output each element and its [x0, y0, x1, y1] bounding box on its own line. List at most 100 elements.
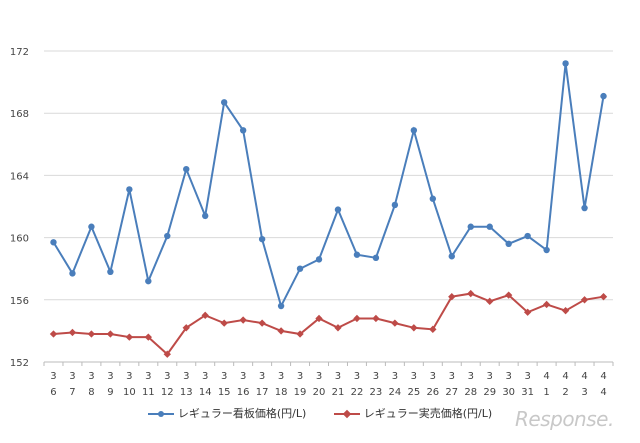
x-tick-label-month: 3	[69, 371, 75, 382]
data-point	[50, 239, 57, 246]
x-tick-label-month: 4	[562, 371, 568, 382]
data-point	[429, 195, 437, 202]
x-tick-label-month: 4	[581, 371, 587, 382]
x-tick-label-month: 3	[50, 371, 56, 382]
x-tick-label-month: 3	[88, 371, 94, 382]
data-point	[277, 302, 285, 310]
x-tick-label-month: 3	[411, 371, 417, 382]
data-point	[524, 232, 531, 240]
y-tick-label: 156	[10, 296, 29, 307]
legend-label-actual: レギュラー実売価格(円/L)	[363, 407, 493, 420]
x-tick-label-month: 4	[543, 371, 549, 382]
data-point	[126, 186, 133, 193]
data-point	[429, 325, 437, 334]
x-tick-label-month: 3	[468, 371, 474, 382]
data-point	[391, 319, 399, 327]
data-point	[353, 314, 361, 323]
data-point	[543, 246, 550, 254]
x-tick-label-month: 3	[392, 371, 398, 382]
y-axis: 152 156 160 164 168 172	[10, 47, 29, 369]
data-point	[486, 223, 493, 230]
data-point	[391, 201, 399, 209]
x-tick-label-month: 3	[202, 371, 208, 382]
data-point	[315, 256, 323, 263]
y-tick-label: 172	[10, 47, 29, 58]
y-tick-label: 168	[10, 109, 29, 120]
x-tick-label-month: 3	[449, 371, 455, 382]
series-group	[49, 60, 608, 358]
x-tick-label-month: 3	[221, 371, 227, 382]
series-line-actual	[53, 292, 604, 356]
data-point	[88, 223, 95, 230]
x-tick-label-month: 3	[487, 371, 493, 382]
data-point	[523, 308, 532, 316]
legend-swatch-red	[333, 409, 360, 419]
data-point	[145, 277, 152, 285]
response-logo: Response.	[515, 407, 614, 431]
x-tick-label-month: 3	[107, 371, 113, 382]
data-point	[239, 127, 247, 134]
x-tick-label-day: 22	[351, 387, 364, 398]
x-tick-label-month: 3	[505, 371, 511, 382]
data-point	[448, 293, 456, 301]
data-point	[107, 268, 114, 276]
series-line-signboard	[52, 63, 605, 309]
data-point	[182, 324, 190, 332]
x-tick-label-day: 30	[502, 387, 515, 398]
x-tick-label-month: 3	[240, 371, 246, 382]
data-point	[144, 333, 152, 341]
data-point	[69, 270, 76, 277]
x-tick-label-month: 3	[316, 371, 322, 382]
data-point	[296, 330, 304, 338]
x-axis: 3637383931031131231331431531631731831932…	[43, 362, 614, 398]
x-tick-label-day: 18	[275, 387, 288, 398]
x-tick-label-day: 3	[581, 387, 587, 398]
x-tick-label-day: 21	[332, 387, 345, 398]
legend-swatch-blue	[147, 411, 174, 417]
x-tick-label-day: 25	[407, 387, 420, 398]
x-tick-label-month: 3	[145, 371, 151, 382]
data-point	[372, 314, 380, 323]
x-tick-label-day: 14	[199, 387, 212, 398]
y-tick-label: 160	[10, 234, 29, 245]
data-point	[410, 127, 418, 134]
data-point	[505, 240, 512, 248]
x-tick-label-day: 23	[370, 387, 383, 398]
x-tick-label-day: 17	[256, 387, 269, 398]
x-tick-label-day: 29	[483, 387, 496, 398]
x-tick-label-day: 19	[294, 387, 307, 398]
x-tick-label-month: 3	[373, 371, 379, 382]
x-tick-label-day: 7	[69, 387, 75, 398]
x-tick-label-day: 20	[313, 387, 326, 398]
data-point	[258, 319, 266, 327]
data-point	[410, 324, 418, 332]
data-point	[561, 307, 570, 315]
x-tick-label-month: 3	[126, 371, 132, 382]
data-point	[581, 204, 588, 212]
data-point	[183, 165, 190, 173]
x-tick-label-month: 3	[259, 371, 265, 382]
x-tick-label-month: 3	[354, 371, 360, 382]
y-tick-label: 152	[10, 358, 29, 369]
x-tick-label-day: 31	[521, 387, 534, 398]
data-point	[372, 254, 380, 262]
data-point	[505, 291, 513, 299]
y-tick-label: 164	[10, 171, 29, 182]
x-tick-label-day: 24	[389, 387, 402, 398]
data-point	[125, 333, 134, 341]
data-point	[486, 297, 494, 306]
x-tick-label-month: 3	[335, 371, 341, 382]
data-point	[163, 350, 171, 358]
x-tick-label-day: 27	[445, 387, 458, 398]
data-point	[542, 300, 551, 309]
data-point	[334, 324, 342, 332]
x-tick-label-month: 3	[278, 371, 284, 382]
data-point	[599, 293, 608, 301]
x-tick-label-day: 16	[237, 387, 250, 398]
x-tick-label-month: 3	[297, 371, 303, 382]
x-tick-label-day: 10	[123, 387, 136, 398]
legend: レギュラー看板価格(円/L) レギュラー実売価格(円/L)	[0, 405, 640, 421]
data-point	[68, 328, 77, 337]
legend-item-signboard: レギュラー看板価格(円/L)	[147, 405, 306, 421]
